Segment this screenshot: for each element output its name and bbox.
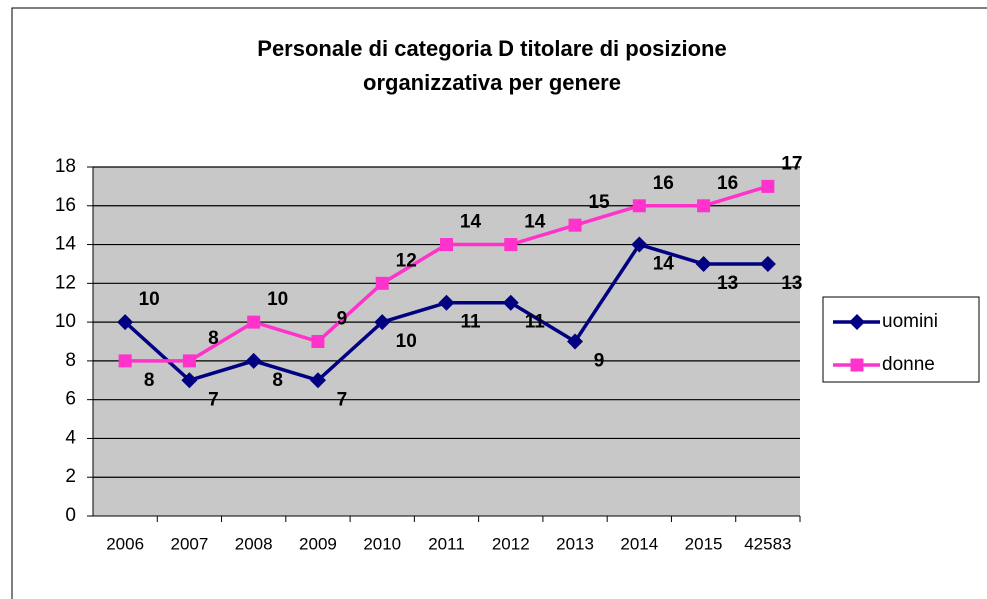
marker: [567, 333, 584, 350]
data-label: 16: [653, 173, 674, 194]
y-tick-label: 12: [55, 272, 76, 293]
data-label: 10: [139, 289, 160, 310]
x-tick-label: 2010: [363, 534, 401, 553]
data-label: 15: [588, 192, 610, 213]
marker: [697, 199, 711, 213]
x-tick-label: 42583: [744, 534, 791, 553]
data-label: 7: [337, 389, 348, 410]
data-label: 9: [337, 309, 348, 330]
data-label: 8: [208, 328, 219, 349]
marker: [632, 199, 646, 213]
x-tick-label: 2014: [620, 534, 658, 553]
data-label: 11: [525, 312, 546, 333]
marker: [761, 179, 775, 193]
y-tick-label: 4: [65, 427, 76, 448]
marker: [181, 372, 198, 389]
marker: [375, 276, 389, 290]
marker: [309, 372, 326, 389]
x-tick-label: 2007: [170, 534, 208, 553]
x-tick-label: 2006: [106, 534, 144, 553]
marker: [118, 354, 132, 368]
data-label: 13: [717, 273, 738, 294]
legend: [822, 296, 980, 383]
legend-label: uomini: [882, 311, 938, 332]
marker: [182, 354, 196, 368]
y-tick-label: 8: [65, 350, 76, 371]
data-label: 12: [396, 250, 417, 271]
chart-title: organizzativa per genere: [363, 70, 621, 95]
data-label: 14: [460, 212, 482, 233]
data-label: 11: [460, 312, 481, 333]
marker: [440, 238, 453, 252]
data-label: 9: [594, 351, 605, 372]
x-tick-label: 2015: [685, 534, 723, 553]
marker: [568, 218, 582, 232]
data-label: 8: [272, 370, 283, 391]
marker: [247, 315, 261, 329]
y-tick-label: 6: [65, 389, 76, 410]
plot-area: [93, 167, 800, 516]
x-tick-label: 2013: [556, 534, 594, 553]
marker: [849, 314, 865, 330]
data-label: 16: [717, 173, 738, 194]
y-tick-label: 2: [65, 466, 76, 487]
data-label: 13: [781, 273, 802, 294]
y-tick-label: 16: [55, 195, 76, 216]
marker: [631, 236, 648, 253]
data-label: 7: [208, 389, 219, 410]
y-tick-label: 14: [55, 234, 77, 255]
marker: [245, 352, 262, 369]
marker: [850, 358, 864, 372]
chart-title: Personale di categoria D titolare di pos…: [257, 36, 726, 61]
marker: [504, 238, 518, 252]
marker: [374, 314, 391, 331]
marker: [695, 255, 712, 272]
x-tick-label: 2009: [299, 534, 337, 553]
data-label: 14: [653, 254, 675, 275]
data-label: 8: [144, 370, 155, 391]
y-tick-label: 18: [55, 156, 76, 177]
marker: [502, 294, 519, 311]
x-tick-label: 2011: [428, 534, 465, 553]
x-tick-label: 2008: [235, 534, 273, 553]
data-label: 17: [781, 153, 802, 174]
data-label: 14: [524, 212, 546, 233]
marker: [438, 294, 455, 311]
data-label: 10: [267, 289, 288, 310]
marker: [311, 335, 325, 348]
data-label: 10: [396, 331, 417, 352]
y-tick-label: 0: [65, 505, 76, 526]
marker: [759, 255, 776, 272]
marker: [117, 314, 134, 331]
y-tick-label: 10: [55, 311, 76, 332]
x-tick-label: 2012: [492, 534, 530, 553]
legend-label: donne: [882, 354, 935, 375]
